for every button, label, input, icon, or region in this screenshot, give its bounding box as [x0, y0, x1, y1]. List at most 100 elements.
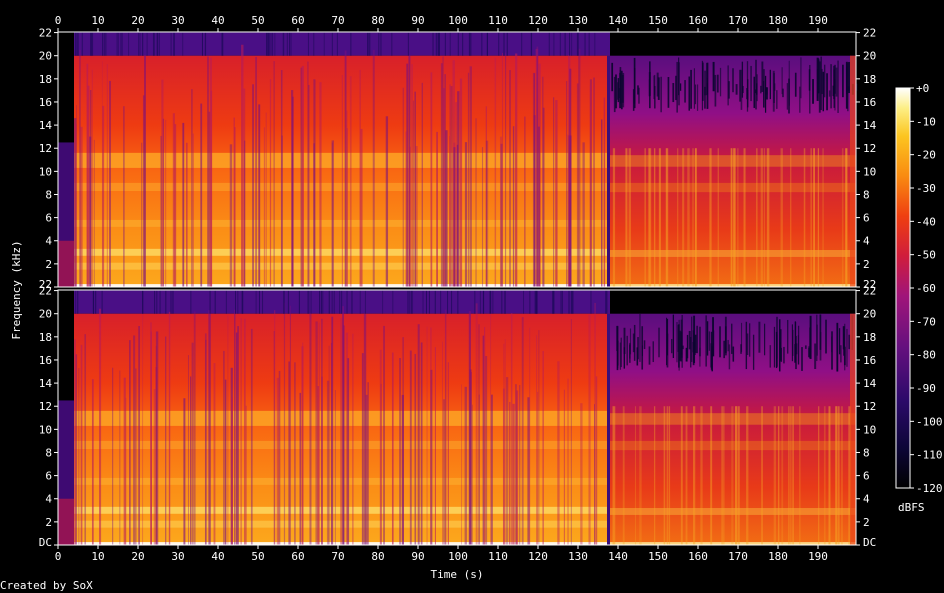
late-dark-fleck	[831, 336, 833, 353]
transient-streak	[593, 77, 595, 287]
colorbar-tick-label: +0	[916, 82, 929, 95]
late-dark-fleck	[819, 332, 822, 361]
top-band-fleck	[341, 290, 343, 314]
intro-low-band	[58, 498, 74, 545]
late-dark-fleck	[750, 65, 752, 102]
late-dark-fleck	[837, 60, 839, 113]
transient-streak	[125, 397, 127, 545]
late-streak	[790, 148, 792, 287]
main-section-body	[74, 55, 610, 287]
top-band-fleck	[298, 290, 300, 314]
transient-streak	[470, 372, 472, 545]
top-band-fleck	[501, 290, 503, 314]
transient-streak	[74, 124, 77, 287]
x-tick-label: 80	[371, 550, 384, 563]
top-band-fleck	[380, 32, 382, 56]
late-streak	[777, 406, 780, 545]
y-tick-label: 6	[45, 470, 52, 483]
top-band-fleck	[588, 32, 590, 56]
top-band-fleck	[142, 290, 144, 314]
late-dark-fleck	[832, 85, 835, 97]
top-band-fleck	[274, 32, 276, 56]
transient-streak	[98, 308, 102, 545]
transient-streak	[265, 112, 267, 287]
transient-streak	[192, 133, 194, 287]
top-band-fleck	[576, 32, 578, 56]
transient-streak	[537, 391, 539, 545]
transient-streak	[501, 52, 503, 288]
transient-streak	[301, 346, 304, 545]
y-tick-label: 6	[863, 470, 870, 483]
transient-streak	[200, 103, 203, 287]
top-band-fleck	[190, 290, 192, 314]
y-tick-label: 12	[863, 400, 876, 413]
top-band-fleck	[225, 290, 227, 314]
y-tick-label: 22	[863, 285, 876, 298]
late-dark-fleck	[727, 81, 730, 99]
top-band-fleck	[559, 32, 561, 56]
late-dark-fleck	[706, 321, 709, 356]
transient-streak	[594, 404, 595, 545]
late-dark-fleck	[619, 342, 622, 370]
late-dark-fleck	[696, 84, 699, 111]
late-dark-fleck	[842, 326, 845, 350]
late-dark-fleck	[658, 327, 660, 358]
late-dark-fleck	[694, 334, 696, 355]
top-band-fleck	[328, 290, 330, 314]
late-dark-fleck	[671, 338, 673, 354]
top-band-fleck	[359, 290, 361, 314]
transient-streak	[141, 142, 143, 287]
transient-streak	[595, 376, 598, 545]
transient-streak	[563, 389, 565, 545]
transient-streak	[533, 115, 536, 287]
transient-streak	[229, 144, 233, 287]
transient-streak	[255, 56, 257, 287]
harmonic-band	[610, 440, 856, 451]
transient-streak	[542, 76, 544, 287]
transient-streak	[352, 333, 354, 545]
late-streak	[746, 406, 749, 545]
transient-streak	[372, 49, 375, 288]
transient-streak	[91, 69, 93, 288]
transient-streak	[532, 72, 536, 287]
transient-streak	[430, 327, 432, 545]
late-streak	[731, 406, 734, 545]
colorbar-tick-label: -90	[916, 382, 936, 395]
transient-streak	[234, 309, 236, 545]
transient-streak	[472, 404, 473, 545]
transient-streak	[570, 319, 572, 545]
transient-streak	[106, 64, 108, 288]
late-dark-fleck	[843, 346, 846, 366]
x-tick-label: 170	[728, 550, 748, 563]
x-tick-label: 160	[688, 14, 708, 27]
transient-streak	[142, 95, 145, 287]
y-tick-label: 8	[45, 446, 52, 459]
transient-streak	[155, 345, 157, 545]
transient-streak	[385, 116, 389, 287]
x-tick-label: 20	[131, 550, 144, 563]
colorbar-tick-label: -70	[916, 315, 936, 328]
transient-streak	[84, 334, 87, 545]
top-band-fleck	[577, 32, 579, 56]
late-dark-fleck	[672, 83, 675, 103]
transient-streak	[367, 382, 369, 545]
transient-streak	[430, 72, 433, 288]
transient-streak	[567, 134, 569, 287]
top-band-fleck	[422, 290, 424, 314]
late-dark-fleck	[678, 319, 680, 371]
late-streak	[639, 406, 642, 545]
late-streak	[845, 148, 848, 287]
late-dark-fleck	[769, 69, 771, 100]
top-band-fleck	[449, 32, 451, 56]
transient-streak	[580, 403, 583, 545]
x-tick-label: 0	[55, 550, 62, 563]
top-band-fleck	[283, 290, 285, 314]
x-tick-label: 50	[251, 14, 264, 27]
top-band-fleck	[530, 32, 532, 56]
top-band-fleck	[93, 290, 95, 314]
late-streak	[799, 406, 801, 545]
harmonic-band	[74, 248, 610, 256]
transient-streak	[533, 73, 535, 287]
top-band-fleck	[170, 32, 172, 56]
late-dark-fleck	[626, 335, 628, 366]
